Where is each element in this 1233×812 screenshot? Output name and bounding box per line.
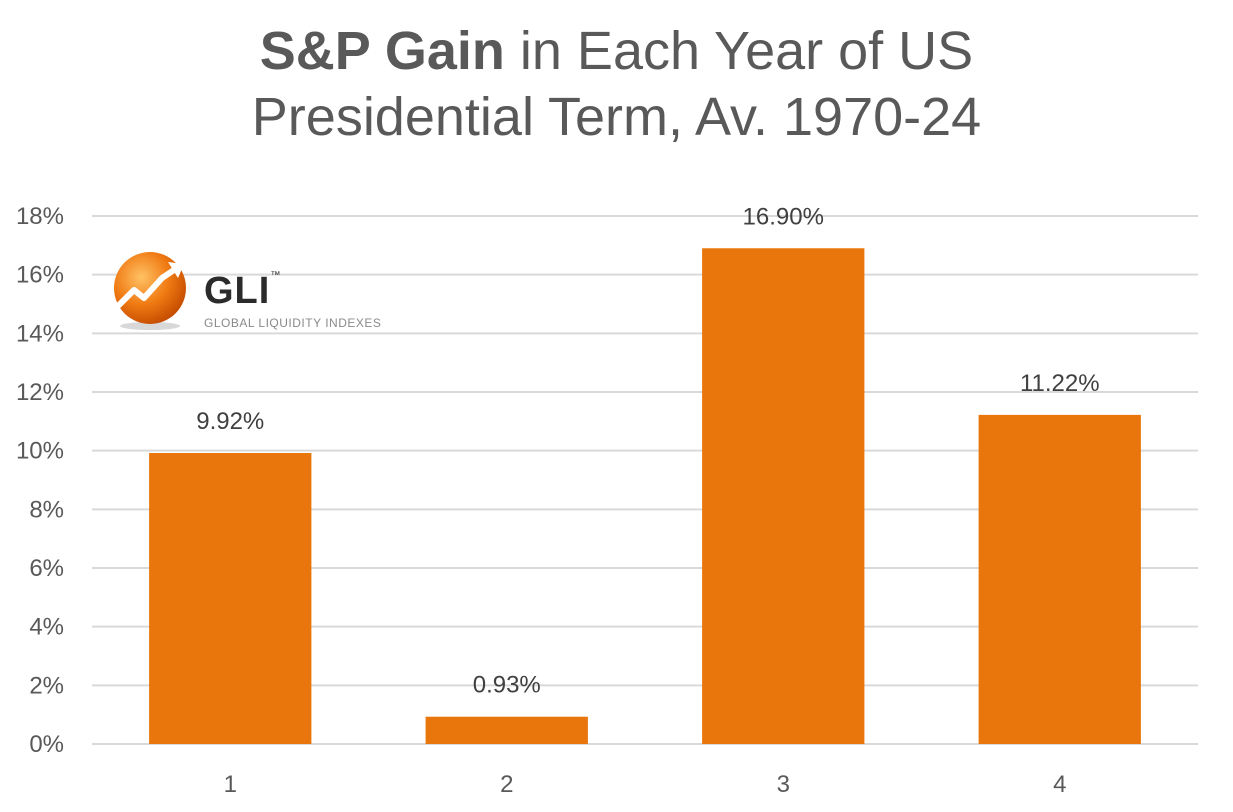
x-tick-label-2: 2 — [500, 771, 513, 798]
bars — [149, 248, 1141, 744]
y-tick-label: 16% — [16, 262, 64, 289]
bar-3 — [702, 248, 865, 744]
x-tick-label-4: 4 — [1053, 771, 1066, 798]
x-tick-label-1: 1 — [224, 771, 237, 798]
y-tick-label: 0% — [29, 731, 64, 758]
y-tick-label: 10% — [16, 438, 64, 465]
chart-title-bold: S&P Gain — [259, 21, 505, 81]
x-axis-ticks: 1 2 3 4 — [224, 771, 1067, 798]
y-tick-label: 4% — [29, 614, 64, 641]
data-labels: 9.92% 0.93% 16.90% 11.22% — [196, 203, 1099, 698]
gli-logo-tm: ™ — [270, 270, 282, 281]
bar-4 — [978, 414, 1141, 744]
y-tick-label: 8% — [29, 496, 64, 523]
y-tick-label: 12% — [16, 379, 64, 406]
data-label-4: 11.22% — [1020, 370, 1100, 397]
gli-logo-tagline: GLOBAL LIQUIDITY INDEXES — [204, 316, 382, 330]
chart-title-line1: S&P Gain in Each Year of US — [0, 18, 1233, 84]
y-tick-label: 2% — [29, 672, 64, 699]
y-tick-label: 18% — [16, 203, 64, 230]
chart-title-line2: Presidential Term, Av. 1970-24 — [251, 87, 982, 147]
y-tick-label: 14% — [16, 320, 64, 347]
chart-title: S&P Gain in Each Year of US Presidential… — [0, 18, 1233, 150]
bar-1 — [149, 453, 312, 744]
y-tick-label: 6% — [29, 555, 64, 582]
bar-2 — [425, 716, 588, 744]
y-axis-ticks: 0% 2% 4% 6% 8% 10% 12% 14% 16% 18% — [16, 203, 64, 758]
gli-logo-icon — [114, 252, 186, 330]
x-tick-label-3: 3 — [777, 771, 790, 798]
data-label-3: 16.90% — [743, 203, 824, 230]
chart-title-rest: in Each Year of US — [519, 21, 974, 81]
data-label-2: 0.93% — [473, 672, 541, 699]
gli-logo-text: GLI™ — [204, 270, 281, 313]
gli-logo-name: GLI — [204, 270, 271, 312]
gli-logo: GLI™ GLOBAL LIQUIDITY INDEXES — [108, 246, 408, 336]
data-label-1: 9.92% — [196, 408, 264, 435]
